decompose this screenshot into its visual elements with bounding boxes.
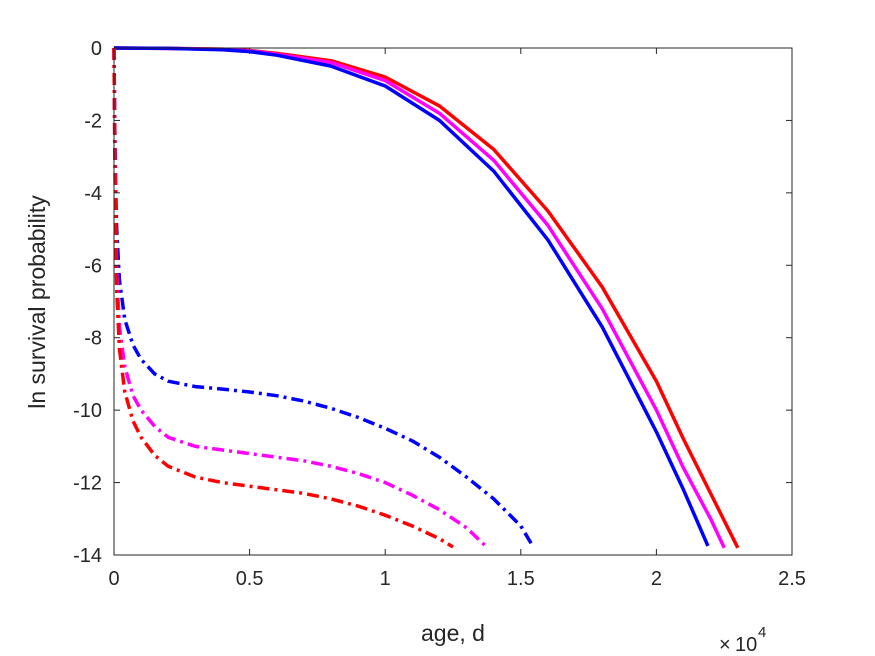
axes-frame: [113, 47, 793, 556]
plot-area-border: [113, 47, 793, 556]
y-tick-label: -12: [73, 473, 102, 495]
x-multiplier-exponent: 4: [758, 624, 766, 641]
x-tick-label: 1.5: [507, 568, 535, 590]
x-axis-multiplier: × 10 4: [719, 624, 766, 656]
series-line-4: [112, 47, 534, 545]
y-tick-label: -14: [73, 545, 102, 567]
y-tick-label: -8: [84, 328, 102, 350]
x-tick-label: 0.5: [236, 568, 264, 590]
x-tick-label: 0: [108, 568, 119, 590]
x-ticks: 0 0.5 1 1.5 2 2.5: [108, 48, 806, 590]
y-ticks: 0 -2 -4 -6 -8 -10 -12 -14: [73, 38, 792, 567]
y-tick-label: 0: [91, 38, 102, 60]
y-tick-label: -2: [84, 110, 102, 132]
x-tick-label: 2.5: [778, 568, 806, 590]
series-line-5: [112, 47, 487, 548]
y-tick-label: -4: [84, 183, 102, 205]
series-line-6: [112, 47, 454, 549]
series-line-3: [113, 46, 710, 547]
y-tick-label: -6: [84, 255, 102, 277]
x-tick-label: 2: [651, 568, 662, 590]
y-tick-label: -10: [73, 400, 102, 422]
x-multiplier-base: 10: [735, 634, 757, 656]
x-tick-label: 1: [380, 568, 391, 590]
x-multiplier-prefix: ×: [719, 634, 731, 656]
series-line-1: [113, 46, 740, 549]
plot-lines: [112, 46, 740, 549]
series-line-2: [113, 46, 726, 549]
x-axis-label: age, d: [421, 620, 485, 646]
y-axis-label: ln survival probability: [24, 195, 50, 409]
